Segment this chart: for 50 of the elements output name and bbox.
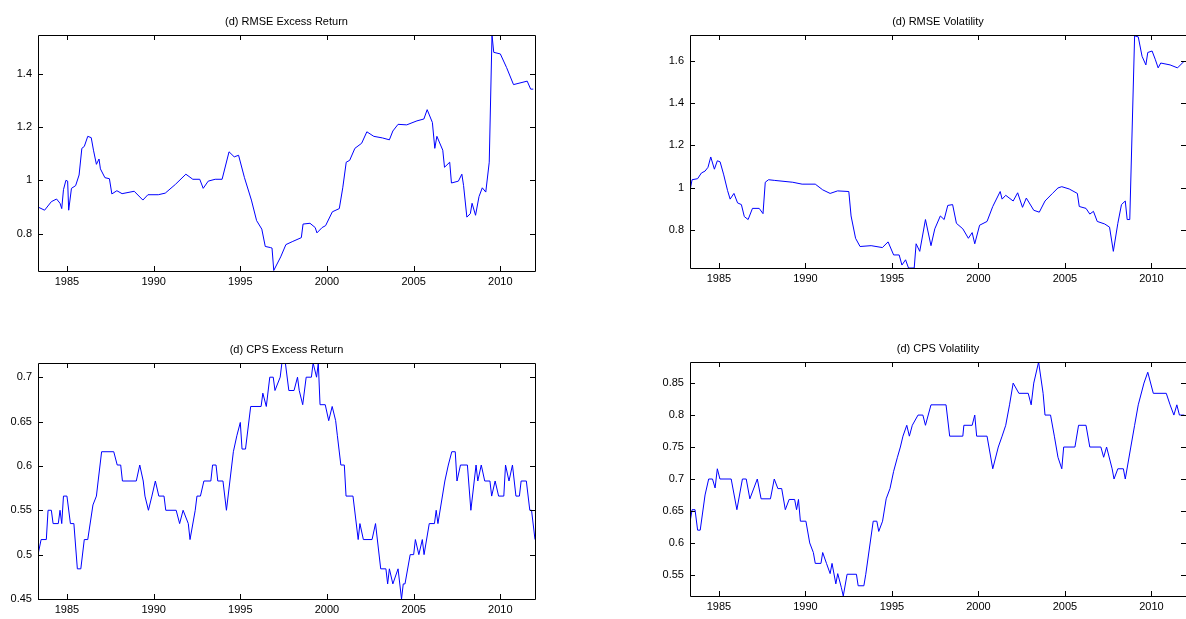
y-tick-label: 0.45: [10, 592, 32, 605]
x-tick-label: 2000: [966, 271, 991, 284]
x-tick-label: 2005: [401, 274, 426, 287]
y-tick-label: 0.85: [662, 376, 684, 389]
x-tick-label: 1990: [793, 599, 818, 612]
chart-title: (d) RMSE Volatility: [891, 15, 985, 27]
chart-title: (d) CPS Volatility: [895, 342, 981, 354]
y-tick-label: 0.75: [662, 440, 684, 453]
y-tick-label: 0.65: [10, 414, 32, 427]
x-tick-label: 1985: [54, 602, 80, 615]
x-tick-label: 2000: [966, 599, 991, 612]
x-tick-label: 2010: [488, 602, 513, 615]
x-tick-label: 1995: [879, 271, 905, 284]
y-tick-label: 0.8: [668, 222, 684, 235]
y-tick-label: 1.6: [668, 54, 684, 67]
x-tick-label: 2010: [1139, 271, 1164, 284]
y-tick-label: 0.55: [662, 567, 684, 580]
y-tick-label: 0.7: [16, 370, 32, 383]
y-tick-label: 0.8: [16, 226, 32, 239]
x-tick-label: 2000: [314, 602, 340, 615]
y-tick-label: 0.6: [668, 535, 684, 548]
x-tick-label: 2005: [1052, 271, 1078, 284]
y-tick-label: 0.8: [668, 408, 684, 421]
x-tick-label: 2010: [1139, 599, 1164, 612]
y-tick-label: 1: [677, 180, 684, 193]
x-tick-label: 2000: [314, 274, 340, 287]
y-tick-label: 1.4: [16, 66, 32, 79]
y-tick-label: 1.2: [668, 138, 684, 151]
x-tick-label: 1995: [228, 602, 253, 615]
x-tick-label: 1985: [706, 599, 732, 612]
y-tick-label: 0.6: [16, 458, 32, 471]
x-tick-label: 1995: [879, 599, 905, 612]
x-tick-label: 1990: [141, 602, 166, 615]
x-tick-label: 1990: [141, 274, 166, 287]
x-tick-label: 1995: [228, 274, 253, 287]
chart-title: (d) RMSE Excess Return: [224, 15, 349, 27]
x-tick-label: 1990: [793, 271, 818, 284]
y-tick-label: 1.4: [668, 96, 684, 109]
x-tick-label: 1985: [54, 274, 80, 287]
chart-title: (d) CPS Excess Return: [228, 343, 345, 355]
y-tick-label: 0.7: [668, 472, 684, 485]
x-tick-label: 2005: [401, 602, 426, 615]
y-tick-label: 1: [25, 173, 32, 186]
y-tick-label: 1.2: [16, 120, 32, 133]
y-tick-label: 0.55: [10, 503, 32, 516]
x-tick-label: 1985: [706, 271, 732, 284]
y-tick-label: 0.65: [662, 504, 684, 516]
x-tick-label: 2005: [1052, 599, 1078, 612]
x-tick-label: 2010: [488, 274, 513, 287]
y-tick-label: 0.5: [16, 547, 32, 560]
